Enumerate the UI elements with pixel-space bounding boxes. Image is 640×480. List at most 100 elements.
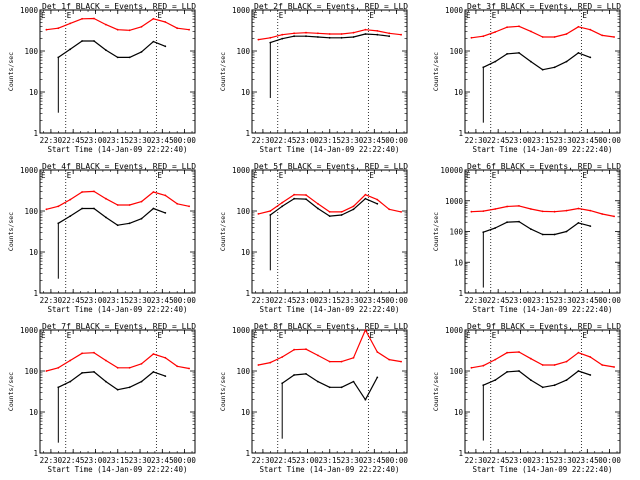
y-tick-label: 10: [454, 258, 464, 267]
marker-letter: E: [279, 11, 284, 20]
x-tick-label: 22:30: [465, 456, 488, 465]
marker-letter: E: [369, 171, 374, 180]
data-point: [305, 35, 307, 38]
data-point: [553, 364, 556, 366]
data-point: [69, 215, 72, 218]
x-tick-label: 22:45: [274, 296, 297, 305]
data-point: [352, 380, 355, 383]
panel-title: Det 7f BLACK = Events, RED = LLD: [42, 322, 196, 331]
data-point: [188, 205, 191, 208]
x-tick-label: 22:30: [40, 296, 63, 305]
data-point: [364, 193, 367, 196]
data-point: [506, 351, 508, 354]
y-tick-label: 100: [236, 367, 250, 376]
corner-marker-letter: E: [41, 171, 46, 180]
x-tick-label: 00:00: [598, 296, 621, 305]
data-point: [293, 348, 295, 351]
marker-letter: E: [492, 171, 497, 180]
x-tick-label: 23:15: [531, 136, 554, 145]
data-point: [281, 37, 284, 40]
data-point: [613, 366, 615, 368]
y-tick-label: 1: [245, 129, 250, 138]
x-tick-label: 23:15: [318, 136, 341, 145]
x-tick-label: 22:45: [62, 296, 85, 305]
data-point: [506, 371, 508, 373]
y-axis-label: Counts/sec: [432, 52, 440, 91]
x-tick-label: 22:45: [487, 296, 510, 305]
data-point: [116, 56, 119, 59]
data-point: [140, 200, 143, 203]
y-tick-label: 1: [33, 449, 38, 458]
data-point: [601, 364, 604, 366]
data-point: [506, 53, 508, 55]
y-axis-label: Counts/sec: [7, 372, 15, 411]
plot-frame: [39, 169, 196, 294]
data-point: [317, 202, 319, 205]
x-tick-label: 23:00: [509, 296, 532, 305]
data-point: [352, 356, 355, 359]
data-point: [105, 216, 107, 219]
corner-marker-letter: E: [41, 331, 46, 340]
data-point: [577, 25, 580, 28]
data-point: [364, 329, 367, 331]
series-line-events-black: [483, 370, 591, 388]
marker-letter: E: [67, 331, 72, 340]
data-point: [293, 32, 295, 35]
data-point: [105, 359, 107, 362]
y-tick-label: 1000: [445, 197, 464, 206]
corner-marker-letter: E: [253, 331, 258, 340]
data-point: [81, 40, 83, 42]
data-point: [577, 52, 580, 54]
y-tick-label: 1000: [20, 166, 39, 175]
x-tick-label: 22:30: [465, 296, 488, 305]
panel-3: Det 3f BLACK = Events, RED = LLD 1 10 100 10…: [432, 2, 621, 154]
x-tick-label: 23:15: [106, 136, 129, 145]
panel-title: Det 2f BLACK = Events, RED = LLD: [254, 2, 408, 11]
data-point: [470, 210, 473, 213]
data-point: [565, 360, 568, 363]
x-tick-label: 22:30: [252, 456, 275, 465]
data-point: [541, 68, 544, 71]
marker-letter: E: [67, 11, 72, 20]
series-line-lld-red: [46, 17, 190, 31]
data-point: [541, 36, 544, 38]
marker-letter: E: [582, 331, 587, 340]
data-point: [164, 356, 167, 359]
data-point: [364, 197, 367, 200]
series-line-events-black: [483, 221, 591, 236]
x-tick-label: 23:30: [554, 296, 577, 305]
y-axis-label: Counts/sec: [432, 212, 440, 251]
panel-title: Det 6f BLACK = Events, RED = LLD: [467, 162, 621, 171]
y-tick-label: 1000: [445, 6, 464, 15]
panel-7: Det 7f BLACK = Events, RED = LLD 1 10 100 10…: [7, 322, 196, 474]
data-point: [376, 30, 379, 32]
data-point: [257, 38, 260, 41]
data-point: [305, 198, 307, 201]
data-point: [69, 22, 72, 25]
x-tick-label: 23:00: [84, 296, 107, 305]
data-point: [305, 31, 307, 34]
data-point: [164, 375, 167, 377]
data-point: [589, 56, 592, 59]
data-point: [164, 21, 167, 23]
data-point: [589, 356, 592, 358]
panel-title: Det 5f BLACK = Events, RED = LLD: [254, 162, 408, 171]
data-point: [57, 205, 60, 208]
y-tick-label: 1000: [232, 6, 251, 15]
plot-frame: [251, 9, 408, 134]
marker-letter: E: [157, 11, 162, 20]
data-point: [541, 210, 544, 213]
data-point: [81, 372, 83, 374]
series-line-lld-red: [46, 190, 190, 210]
data-point: [140, 25, 143, 28]
data-point: [328, 215, 331, 218]
x-axis-label: Start Time (14-Jan-09 22:22:40): [260, 145, 400, 154]
data-point: [93, 351, 95, 354]
x-tick-label: 23:15: [318, 456, 341, 465]
y-tick-label: 100: [449, 367, 463, 376]
data-point: [506, 221, 508, 224]
data-point: [81, 191, 83, 193]
data-point: [328, 33, 331, 35]
x-tick-label: 23:45: [363, 136, 386, 145]
